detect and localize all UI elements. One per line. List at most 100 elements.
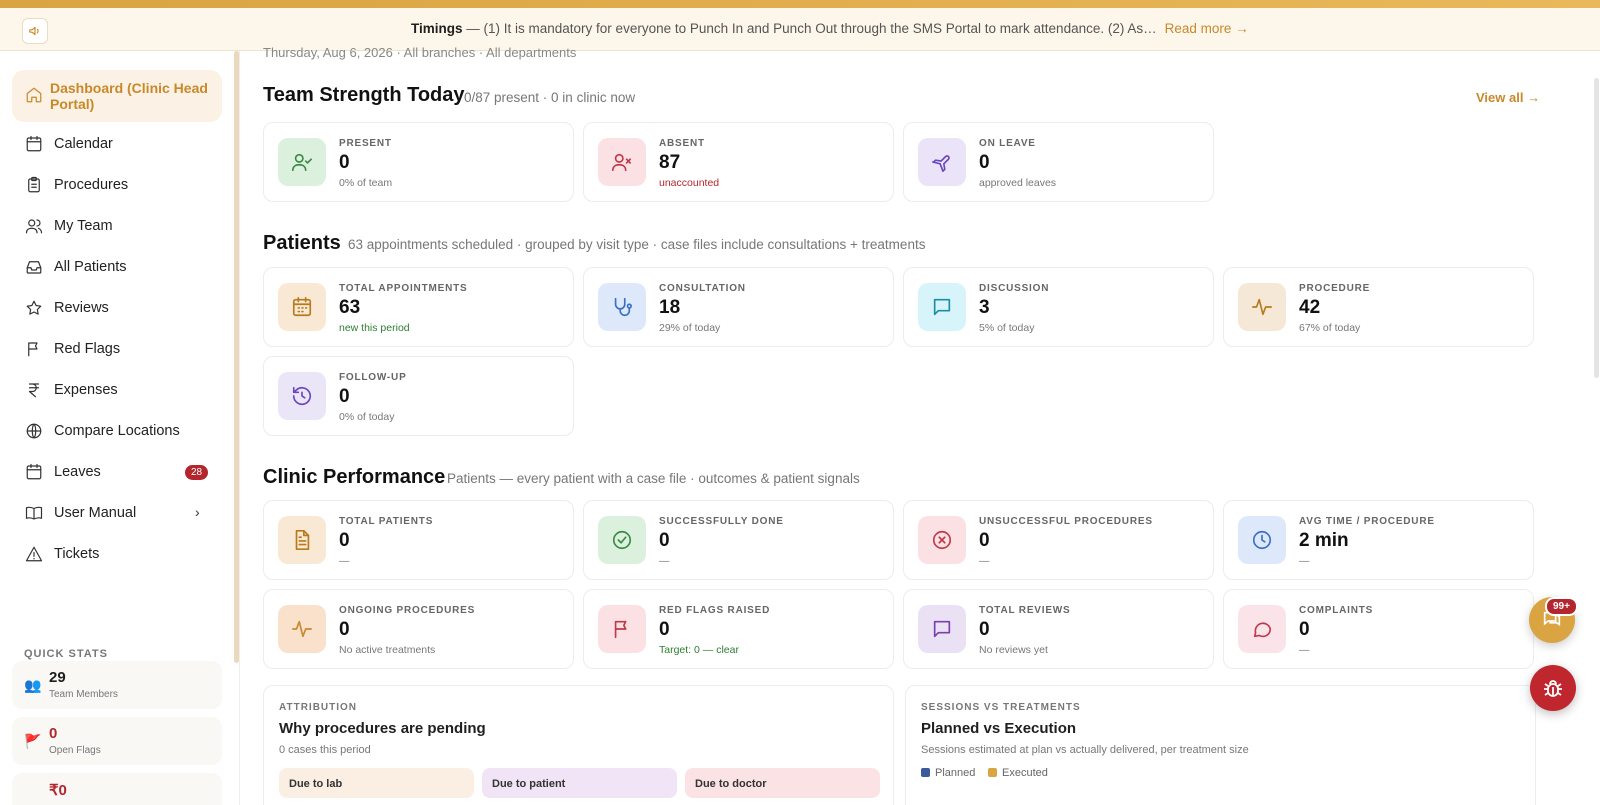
star-icon	[25, 299, 43, 322]
sidebar-item-tickets[interactable]: Tickets	[12, 536, 222, 572]
quick-stat-value: 29	[49, 669, 66, 686]
sidebar-item-red-flags[interactable]: Red Flags	[12, 331, 222, 367]
card-value: 0	[659, 619, 670, 640]
card-key: COMPLAINTS	[1299, 605, 1374, 616]
chevron-right-icon[interactable]: ›	[195, 504, 200, 520]
quick-stats-title: QUICK STATS	[24, 648, 108, 660]
card-key: TOTAL APPOINTMENTS	[339, 283, 468, 294]
card-key: TOTAL REVIEWS	[979, 605, 1071, 616]
card-key: FOLLOW-UP	[339, 372, 407, 383]
card-value: 0	[339, 619, 350, 640]
card-sub: Target: 0 — clear	[659, 644, 739, 656]
due-to-lab-chip[interactable]: Due to lab	[279, 768, 474, 798]
megaphone-icon[interactable]	[22, 18, 48, 44]
flag-icon	[25, 340, 43, 363]
message-circle-icon	[1238, 605, 1286, 653]
present-card[interactable]: PRESENT 0 0% of team	[263, 122, 574, 202]
report-bug-button[interactable]	[1530, 665, 1576, 711]
sidebar-item-expenses[interactable]: Expenses	[12, 372, 222, 408]
card-sub: new this period	[339, 322, 410, 334]
calendar-icon	[25, 463, 43, 486]
sidebar-item-label: Dashboard (Clinic Head Portal)	[50, 80, 208, 112]
follow-up-card[interactable]: FOLLOW-UP 0 0% of today	[263, 356, 574, 436]
card-value: 42	[1299, 297, 1321, 318]
ongoing-procedures-card[interactable]: ONGOING PROCEDURES 0 No active treatment…	[263, 589, 574, 669]
card-key: AVG TIME / PROCEDURE	[1299, 516, 1435, 527]
quick-stat-value: ₹0	[49, 782, 67, 799]
quick-stat-expenses[interactable]: ₹0	[12, 773, 222, 805]
user-x-icon	[598, 138, 646, 186]
card-key: RED FLAGS RAISED	[659, 605, 771, 616]
stethoscope-icon	[598, 283, 646, 331]
quick-stat-label: Team Members	[49, 689, 118, 700]
sidebar-item-reviews[interactable]: Reviews	[12, 290, 222, 326]
inbox-icon	[25, 258, 43, 281]
quick-stat-open-flags[interactable]: 🚩 0 Open Flags	[12, 717, 222, 765]
due-to-patient-chip[interactable]: Due to patient	[482, 768, 677, 798]
card-key: ONGOING PROCEDURES	[339, 605, 476, 616]
total-appointments-card[interactable]: TOTAL APPOINTMENTS 63 new this period	[263, 267, 574, 347]
card-value: 0	[979, 152, 990, 173]
check-circle-icon	[598, 516, 646, 564]
team-members-icon: 👥	[24, 677, 42, 693]
absent-card[interactable]: ABSENT 87 unaccounted	[583, 122, 894, 202]
card-value: 0	[979, 530, 990, 551]
due-to-doctor-chip[interactable]: Due to doctor	[685, 768, 880, 798]
user-check-icon	[278, 138, 326, 186]
card-value: 0	[339, 530, 350, 551]
rotate-ccw-icon	[278, 372, 326, 420]
card-sub: 0% of team	[339, 177, 393, 189]
card-sub: —	[1299, 555, 1310, 567]
complaints-card[interactable]: COMPLAINTS 0 —	[1223, 589, 1534, 669]
panel-title: Why procedures are pending	[279, 720, 486, 737]
red-flags-raised-card[interactable]: RED FLAGS RAISED 0 Target: 0 — clear	[583, 589, 894, 669]
clinic-performance-title: Clinic Performance	[263, 466, 446, 488]
legend-label: Planned	[935, 767, 976, 779]
procedure-card[interactable]: PROCEDURE 42 67% of today	[1223, 267, 1534, 347]
total-patients-card[interactable]: TOTAL PATIENTS 0 —	[263, 500, 574, 580]
view-all-link[interactable]: View all →	[1476, 90, 1541, 105]
discussion-card[interactable]: DISCUSSION 3 5% of today	[903, 267, 1214, 347]
card-sub: approved leaves	[979, 177, 1057, 189]
avg-time-card[interactable]: AVG TIME / PROCEDURE 2 min —	[1223, 500, 1534, 580]
card-sub: 0% of today	[339, 411, 395, 423]
card-key: UNSUCCESSFUL PROCEDURES	[979, 516, 1153, 527]
consultation-card[interactable]: CONSULTATION 18 29% of today	[583, 267, 894, 347]
sidebar-item-my-team[interactable]: My Team	[12, 208, 222, 244]
read-more-link[interactable]: Read more →	[1164, 21, 1249, 36]
sidebar-item-leaves[interactable]: Leaves 28	[12, 454, 222, 490]
quick-stat-value: 0	[49, 725, 58, 742]
unsuccessful-procedures-card[interactable]: UNSUCCESSFUL PROCEDURES 0 —	[903, 500, 1214, 580]
card-sub: —	[979, 555, 990, 567]
on-leave-card[interactable]: ON LEAVE 0 approved leaves	[903, 122, 1214, 202]
sidebar-item-user-manual[interactable]: User Manual ›	[12, 495, 222, 531]
main-scrollbar[interactable]	[1594, 78, 1599, 378]
chip-label: Due to patient	[492, 778, 566, 790]
announcement-banner: Timings — (1) It is mandatory for everyo…	[0, 8, 1600, 51]
panel-subtitle: 0 cases this period	[279, 744, 371, 756]
banner-text: Timings — (1) It is mandatory for everyo…	[411, 21, 1249, 36]
sidebar-item-procedures[interactable]: Procedures	[12, 167, 222, 203]
main-content: Thursday, Aug 6, 2026 · All branches · A…	[240, 45, 1600, 805]
legend-planned: Planned	[921, 767, 975, 779]
plane-icon	[918, 138, 966, 186]
sidebar-item-calendar[interactable]: Calendar	[12, 126, 222, 162]
panel-subtitle: Sessions estimated at plan vs actually d…	[921, 744, 1249, 756]
card-value: 0	[659, 530, 670, 551]
sidebar-item-dashboard[interactable]: Dashboard (Clinic Head Portal)	[12, 70, 222, 122]
card-sub: 67% of today	[1299, 322, 1361, 334]
quick-stat-team-members[interactable]: 👥 29 Team Members	[12, 661, 222, 709]
card-sub: 5% of today	[979, 322, 1035, 334]
card-value: 0	[1299, 619, 1310, 640]
panel-kicker: ATTRIBUTION	[279, 702, 358, 713]
card-sub: No active treatments	[339, 644, 436, 656]
sidebar-item-compare-locations[interactable]: Compare Locations	[12, 413, 222, 449]
card-value: 87	[659, 152, 681, 173]
total-reviews-card[interactable]: TOTAL REVIEWS 0 No reviews yet	[903, 589, 1214, 669]
card-key: PROCEDURE	[1299, 283, 1371, 294]
successfully-done-card[interactable]: SUCCESSFULLY DONE 0 —	[583, 500, 894, 580]
clipboard-icon	[25, 176, 43, 199]
patients-subtitle: 63 appointments scheduled · grouped by v…	[348, 237, 926, 252]
sidebar-item-all-patients[interactable]: All Patients	[12, 249, 222, 285]
sidebar-scrollbar[interactable]	[234, 51, 239, 663]
